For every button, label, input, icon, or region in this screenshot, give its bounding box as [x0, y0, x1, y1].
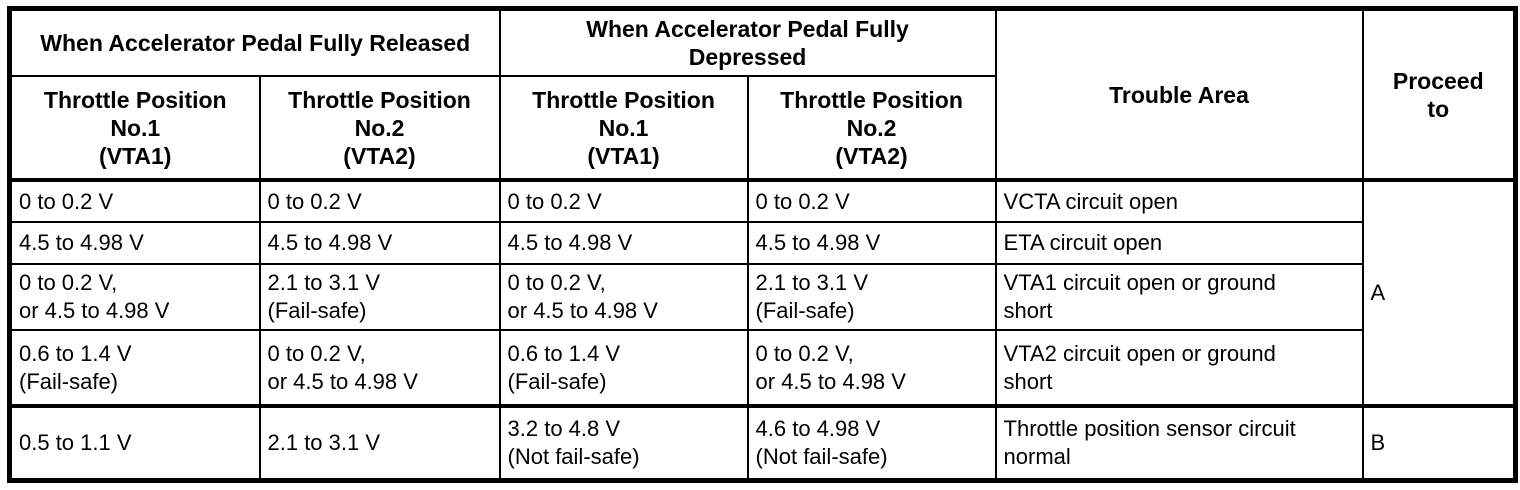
cell-vta1-depressed: 4.5 to 4.98 V: [498, 221, 749, 266]
header-vta1-depressed: Throttle Position No.1 (VTA1): [498, 75, 749, 183]
cell-vta1-depressed: 0.6 to 1.4 V (Fail-safe): [498, 329, 749, 408]
cell-vta2-depressed: 2.1 to 3.1 V (Fail-safe): [746, 263, 997, 332]
table-row: 0 to 0.2 V, or 4.5 to 4.98 V 2.1 to 3.1 …: [8, 263, 1516, 332]
cell-vta1-released: 0 to 0.2 V, or 4.5 to 4.98 V: [8, 263, 261, 332]
cell-vta1-released: 0 to 0.2 V: [8, 179, 261, 224]
cell-vta2-released: 2.1 to 3.1 V (Fail-safe): [258, 263, 501, 332]
cell-vta2-released: 2.1 to 3.1 V: [258, 404, 501, 482]
throttle-position-diagnostic-table: When Accelerator Pedal Fully Released Wh…: [7, 6, 1519, 483]
cell-vta2-depressed: 0 to 0.2 V: [746, 179, 997, 224]
header-vta1-released: Throttle Position No.1 (VTA1): [8, 75, 261, 183]
table-row: 0.6 to 1.4 V (Fail-safe) 0 to 0.2 V, or …: [8, 329, 1516, 408]
table-row: 0.5 to 1.1 V 2.1 to 3.1 V 3.2 to 4.8 V (…: [8, 404, 1517, 482]
cell-trouble-area: ETA circuit open: [994, 221, 1364, 266]
cell-vta1-released: 0.6 to 1.4 V (Fail-safe): [8, 329, 261, 408]
header-trouble-area: Trouble Area: [994, 7, 1364, 183]
cell-vta1-depressed: 3.2 to 4.8 V (Not fail-safe): [498, 404, 749, 482]
cell-vta2-released: 4.5 to 4.98 V: [258, 221, 501, 266]
header-pedal-fully-depressed: When Accelerator Pedal Fully Depressed: [498, 7, 997, 78]
header-vta2-depressed: Throttle Position No.2 (VTA2): [746, 75, 997, 183]
header-pedal-fully-released: When Accelerator Pedal Fully Released: [8, 7, 501, 78]
table-row: 0 to 0.2 V 0 to 0.2 V 0 to 0.2 V 0 to 0.…: [8, 179, 1517, 408]
cell-trouble-area: Throttle position sensor circuit normal: [994, 404, 1364, 482]
cell-vta1-released: 4.5 to 4.98 V: [8, 221, 261, 266]
cell-trouble-area: VTA2 circuit open or ground short: [994, 329, 1364, 408]
cell-vta2-depressed: 0 to 0.2 V, or 4.5 to 4.98 V: [746, 329, 997, 408]
header-vta2-released: Throttle Position No.2 (VTA2): [258, 75, 501, 183]
cell-trouble-area: VCTA circuit open: [994, 179, 1364, 224]
cell-vta2-depressed: 4.5 to 4.98 V: [746, 221, 997, 266]
header-proceed-to: Proceed to: [1361, 7, 1517, 183]
cell-proceed-b: B: [1361, 404, 1517, 482]
cell-vta2-depressed: 4.6 to 4.98 V (Not fail-safe): [746, 404, 997, 482]
table-row: 4.5 to 4.98 V 4.5 to 4.98 V 4.5 to 4.98 …: [8, 221, 1516, 266]
cell-vta2-released: 0 to 0.2 V: [258, 179, 501, 224]
cell-proceed-a: A: [1361, 179, 1517, 408]
cell-vta1-released: 0.5 to 1.1 V: [8, 404, 261, 482]
cell-vta1-depressed: 0 to 0.2 V: [498, 179, 749, 224]
cell-vta2-released: 0 to 0.2 V, or 4.5 to 4.98 V: [258, 329, 501, 408]
cell-vta1-depressed: 0 to 0.2 V, or 4.5 to 4.98 V: [498, 263, 749, 332]
cell-trouble-area: VTA1 circuit open or ground short: [994, 263, 1364, 332]
